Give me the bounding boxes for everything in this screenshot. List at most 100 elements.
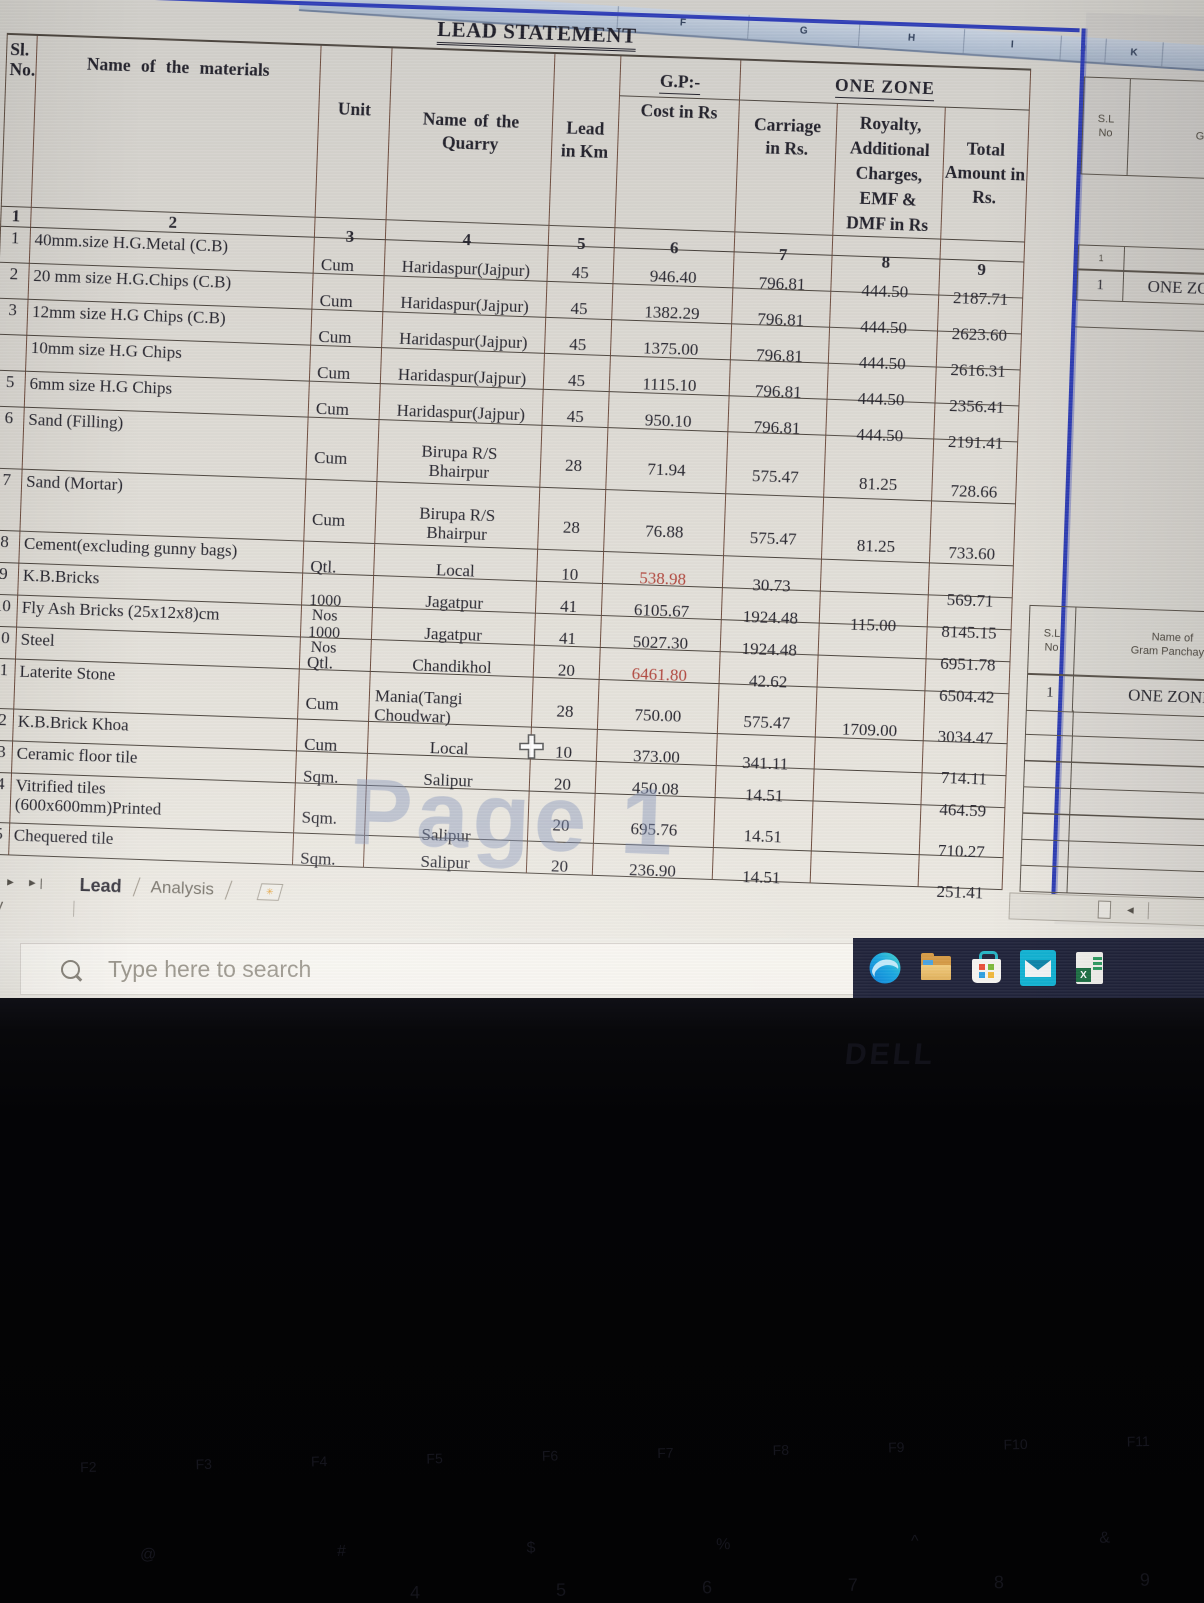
cell-total[interactable]: 2356.41 bbox=[935, 367, 1021, 417]
cell-carriage[interactable]: 575.47 bbox=[717, 684, 818, 738]
cell-total[interactable]: 569.71 bbox=[928, 563, 1014, 611]
cell-cost[interactable]: 5027.30 bbox=[600, 615, 722, 653]
cell-total[interactable]: 6951.78 bbox=[926, 627, 1012, 675]
cell-lead[interactable]: 41 bbox=[534, 613, 602, 648]
mail-icon[interactable] bbox=[1020, 950, 1056, 986]
cell-quarry[interactable]: Mania(Tangi Choudwar) bbox=[369, 671, 534, 728]
colnum[interactable]: 1 bbox=[1, 204, 32, 228]
cell-carriage[interactable]: 796.81 bbox=[733, 252, 833, 294]
cell-sl[interactable]: 1 bbox=[1026, 673, 1075, 712]
cell-lead[interactable]: 45 bbox=[544, 317, 613, 357]
cell-sl[interactable]: 1 bbox=[1077, 269, 1125, 301]
tab-analysis[interactable]: Analysis bbox=[150, 877, 215, 899]
cell-lead[interactable]: 28 bbox=[540, 425, 609, 491]
cell-carriage[interactable]: 30.73 bbox=[722, 556, 822, 596]
cell-sl[interactable]: 6 bbox=[0, 406, 25, 470]
cell-royalty[interactable]: 81.25 bbox=[824, 435, 935, 502]
last-sheet-icon[interactable]: ►| bbox=[26, 877, 45, 890]
cell-carriage[interactable]: 14.51 bbox=[713, 798, 814, 852]
cell-total[interactable]: 2616.31 bbox=[936, 331, 1022, 381]
cell-total[interactable]: 2191.41 bbox=[934, 403, 1020, 453]
cell-carriage[interactable]: 796.81 bbox=[732, 288, 832, 330]
cell-total[interactable]: 3034.47 bbox=[923, 691, 1010, 748]
cell-total[interactable]: 2187.71 bbox=[939, 259, 1025, 309]
cell-quarry[interactable]: Haridaspur(Jajpur) bbox=[382, 312, 547, 354]
right-sl-header[interactable]: S.L No bbox=[1028, 605, 1077, 676]
cell-lead[interactable]: 41 bbox=[535, 581, 603, 616]
cell-quarry[interactable]: Birupa R/S Bhairpur bbox=[375, 482, 541, 550]
header-unit[interactable]: Unit bbox=[315, 45, 393, 221]
cell-total[interactable]: 728.66 bbox=[932, 439, 1019, 505]
cell-royalty[interactable]: 444.50 bbox=[827, 363, 937, 409]
scroll-left-icon[interactable]: ◄ bbox=[1124, 903, 1136, 917]
cell-lead[interactable]: 28 bbox=[538, 487, 607, 553]
cell-cost[interactable]: 71.94 bbox=[606, 428, 729, 495]
cell-name[interactable]: Sand (Filling) bbox=[22, 407, 309, 480]
cell-unit[interactable]: Cum bbox=[311, 309, 384, 349]
right-name-header[interactable]: Name of Gram Panchayat bbox=[1195, 130, 1204, 144]
cell-royalty[interactable]: 444.50 bbox=[830, 291, 940, 337]
cell-unit[interactable]: Cum bbox=[296, 719, 370, 755]
header-quarry[interactable]: Name of the Quarry bbox=[386, 48, 556, 226]
cell-royalty[interactable] bbox=[814, 737, 924, 774]
cell-unit[interactable]: Cum bbox=[312, 273, 385, 313]
cell[interactable]: 1 bbox=[1078, 245, 1126, 272]
cell-cost[interactable]: 76.88 bbox=[604, 490, 727, 557]
cell-royalty[interactable]: 81.25 bbox=[821, 497, 933, 564]
cell-carriage[interactable]: 796.81 bbox=[729, 360, 829, 402]
cell-royalty[interactable] bbox=[817, 655, 927, 692]
cell-carriage[interactable]: 796.81 bbox=[730, 324, 831, 366]
cell-sl[interactable]: 3 bbox=[0, 298, 29, 336]
cell-lead[interactable]: 20 bbox=[533, 645, 601, 680]
right-name-header[interactable]: Name of Gram Panchayat bbox=[1130, 631, 1204, 660]
cell-sl[interactable]: 7 bbox=[0, 468, 23, 532]
cell-royalty[interactable] bbox=[818, 623, 928, 660]
cell-royalty[interactable]: 1709.00 bbox=[815, 687, 926, 742]
file-explorer-icon[interactable] bbox=[918, 950, 954, 986]
column-header-F[interactable]: F bbox=[617, 6, 750, 39]
cell-lead[interactable]: 28 bbox=[531, 677, 600, 730]
cell-carriage[interactable]: 1924.48 bbox=[721, 588, 821, 628]
header-total[interactable]: Total Amount in Rs. bbox=[941, 107, 1030, 243]
right-sl-header[interactable]: S.L No bbox=[1081, 77, 1131, 176]
cell-royalty[interactable] bbox=[820, 559, 930, 596]
store-icon[interactable] bbox=[969, 950, 1005, 986]
cell-cost[interactable]: 373.00 bbox=[596, 729, 718, 767]
split-handle[interactable] bbox=[1097, 899, 1112, 919]
cell-sl[interactable]: 2 bbox=[0, 262, 30, 300]
cell-sl[interactable]: 12 bbox=[0, 708, 15, 742]
cell-sl[interactable] bbox=[0, 334, 28, 372]
cell-total[interactable]: 733.60 bbox=[929, 501, 1016, 567]
cell-name[interactable]: Sand (Mortar) bbox=[20, 469, 307, 542]
cell-royalty[interactable]: 444.50 bbox=[826, 399, 936, 445]
header-cost[interactable]: Cost in Rs bbox=[615, 96, 740, 233]
cell-unit[interactable]: Cum bbox=[298, 669, 371, 722]
excel-icon[interactable]: X bbox=[1071, 950, 1107, 986]
cell-lead[interactable]: 45 bbox=[546, 281, 614, 321]
cell-unit[interactable]: Qtl. bbox=[303, 541, 376, 577]
header-lead[interactable]: Lead in Km bbox=[549, 54, 622, 229]
cell-cost[interactable]: 1115.10 bbox=[609, 356, 731, 397]
cell-sl[interactable]: 5 bbox=[0, 370, 27, 408]
insert-sheet-icon[interactable]: ✳ bbox=[256, 882, 284, 901]
search-input[interactable]: Type here to search bbox=[20, 943, 854, 995]
cell-cost[interactable]: 950.10 bbox=[608, 392, 730, 433]
cell-unit[interactable]: Cum bbox=[313, 237, 386, 277]
cell-sl[interactable]: 1 bbox=[0, 226, 32, 264]
cell-carriage[interactable]: 14.51 bbox=[715, 766, 815, 805]
cell-total[interactable]: 8145.15 bbox=[927, 595, 1013, 643]
header-royalty[interactable]: Royalty, Additional Charges, EMF & DMF i… bbox=[833, 103, 946, 240]
cell-cost[interactable]: 6105.67 bbox=[601, 584, 723, 621]
cell-carriage[interactable]: 575.47 bbox=[726, 432, 827, 498]
cell-quarry[interactable]: Haridaspur(Jajpur) bbox=[379, 384, 544, 426]
cell-cost[interactable]: 946.40 bbox=[613, 248, 735, 289]
cell-unit[interactable]: Cum bbox=[306, 417, 380, 483]
cell-total[interactable]: 2623.60 bbox=[937, 295, 1024, 345]
cell-quarry[interactable]: Haridaspur(Jajpur) bbox=[384, 240, 549, 282]
cell-total[interactable]: 714.11 bbox=[922, 741, 1008, 789]
cell-cost[interactable]: 1375.00 bbox=[610, 320, 733, 361]
cell-sl[interactable]: 10 bbox=[0, 594, 19, 628]
header-gp[interactable]: G.P:- bbox=[619, 56, 742, 101]
cell-royalty[interactable] bbox=[810, 851, 920, 888]
cell-quarry[interactable]: Haridaspur(Jajpur) bbox=[380, 348, 545, 390]
